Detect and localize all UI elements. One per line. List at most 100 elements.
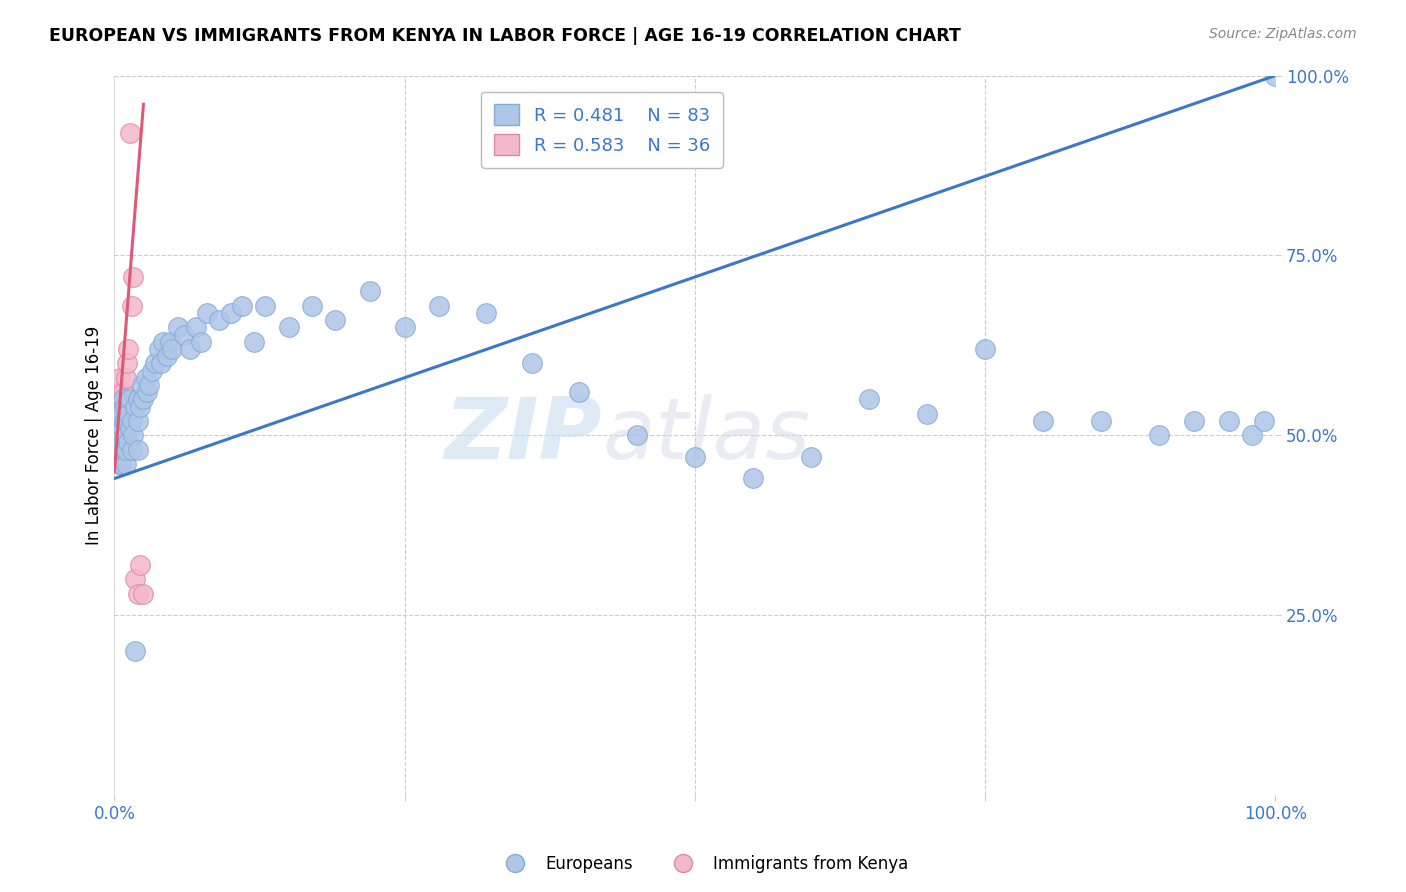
Point [115, 428, 138, 442]
Point [1253, 414, 1275, 428]
Point [115, 370, 138, 384]
Point [115, 457, 138, 471]
Point [110, 407, 132, 421]
Point [159, 334, 181, 349]
Point [131, 378, 153, 392]
Point [110, 442, 132, 457]
Point [127, 442, 149, 457]
Point [568, 385, 591, 400]
Point [115, 400, 138, 414]
Text: EUROPEAN VS IMMIGRANTS FROM KENYA IN LABOR FORCE | AGE 16-19 CORRELATION CHART: EUROPEAN VS IMMIGRANTS FROM KENYA IN LAB… [49, 27, 962, 45]
Point [242, 334, 264, 349]
Point [105, 400, 128, 414]
Point [121, 299, 143, 313]
Point [114, 400, 136, 414]
Point [138, 378, 160, 392]
Point [141, 363, 163, 377]
Point [231, 299, 253, 313]
Point [121, 442, 143, 457]
Point [156, 349, 179, 363]
Point [162, 342, 184, 356]
Point [124, 644, 146, 658]
Point [135, 385, 157, 400]
Point [122, 270, 145, 285]
Point [114, 428, 136, 442]
Y-axis label: In Labor Force | Age 16-19: In Labor Force | Age 16-19 [86, 326, 103, 545]
Point [110, 428, 132, 442]
Point [110, 370, 132, 384]
Point [108, 400, 131, 414]
Point [135, 370, 157, 384]
Point [117, 342, 139, 356]
Point [195, 306, 218, 320]
Point [429, 299, 451, 313]
Text: atlas: atlas [602, 393, 810, 477]
Point [127, 392, 149, 407]
Point [117, 435, 139, 450]
Point [111, 442, 134, 457]
Point [173, 327, 195, 342]
Point [323, 313, 346, 327]
Point [1218, 414, 1240, 428]
Point [107, 457, 129, 471]
Point [122, 428, 145, 442]
Point [742, 471, 765, 485]
Point [132, 586, 155, 600]
Point [111, 421, 134, 435]
Point [522, 356, 544, 370]
Point [107, 385, 129, 400]
Point [277, 320, 299, 334]
Point [179, 342, 201, 356]
Point [152, 334, 174, 349]
Point [974, 342, 997, 356]
Point [110, 457, 132, 471]
Point [107, 414, 129, 428]
Point [184, 320, 207, 334]
Point [118, 392, 141, 407]
Point [110, 421, 132, 435]
Point [626, 428, 648, 442]
Point [110, 392, 132, 407]
Text: Source: ZipAtlas.com: Source: ZipAtlas.com [1209, 27, 1357, 41]
Point [110, 407, 132, 421]
Point [254, 299, 277, 313]
Point [143, 356, 166, 370]
Point [110, 428, 132, 442]
Point [127, 414, 149, 428]
Point [110, 457, 132, 471]
Point [115, 356, 138, 370]
Point [208, 313, 231, 327]
Point [118, 421, 141, 435]
Point [110, 428, 132, 442]
Point [1032, 414, 1054, 428]
Point [110, 400, 132, 414]
Point [105, 428, 128, 442]
Point [132, 392, 155, 407]
Point [1090, 414, 1112, 428]
Point [167, 320, 190, 334]
Point [124, 400, 146, 414]
Point [858, 392, 880, 407]
Point [121, 414, 143, 428]
Point [124, 572, 146, 586]
Point [110, 442, 132, 457]
Point [108, 414, 131, 428]
Point [915, 407, 938, 421]
Point [112, 400, 135, 414]
Point [127, 586, 149, 600]
Point [149, 356, 172, 370]
Point [117, 407, 139, 421]
Point [190, 334, 212, 349]
Point [359, 285, 381, 299]
Point [1241, 428, 1264, 442]
Point [114, 428, 136, 442]
Point [394, 320, 416, 334]
Point [219, 306, 242, 320]
Point [110, 400, 132, 414]
Point [683, 450, 706, 464]
Point [110, 450, 132, 464]
Point [110, 414, 132, 428]
Point [129, 400, 152, 414]
Point [1264, 69, 1286, 83]
Point [105, 442, 128, 457]
